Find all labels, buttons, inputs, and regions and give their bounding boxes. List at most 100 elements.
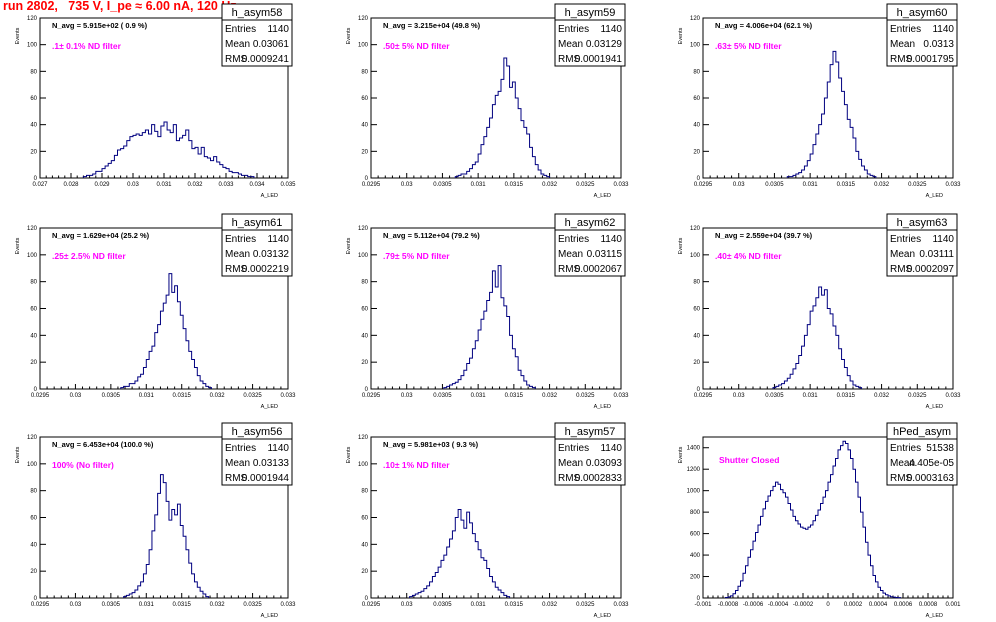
stats-key: RMS <box>890 264 913 275</box>
filter-label: .79± 5% ND filter <box>383 251 450 261</box>
stats-key: Mean <box>890 458 915 469</box>
y-tick-label: 60 <box>30 516 37 522</box>
x-tick-label: 0.032 <box>210 393 226 399</box>
y-axis-title: Events <box>678 446 684 463</box>
x-tick-label: 0.031 <box>803 182 819 188</box>
histogram-line <box>409 508 511 598</box>
stats-value: 0.0002833 <box>575 473 623 484</box>
y-axis-title: Events <box>15 27 21 44</box>
stats-value: 0.0001795 <box>907 54 955 65</box>
y-tick-label: 80 <box>693 69 700 75</box>
y-axis-title: Events <box>678 27 684 44</box>
navg-label: N_avg = 6.453e+04 (100.0 %) <box>52 440 154 449</box>
stats-value: 51538 <box>926 443 954 454</box>
stats-value: 1140 <box>932 24 954 35</box>
y-tick-label: 80 <box>361 489 368 495</box>
stats-value: 0.0001941 <box>575 54 623 65</box>
histogram-line <box>454 57 551 178</box>
x-tick-label: -0.0006 <box>743 602 764 608</box>
x-tick-label: 0.032 <box>542 182 558 188</box>
stats-key: RMS <box>225 264 248 275</box>
histogram-panel-h_asym62: 0.0295 0.03 0.0305 0.031 0.0315 0.032 0.0325 0.… <box>346 213 629 410</box>
stats-value: 4.405e-05 <box>909 458 954 469</box>
x-tick-label: 0.032 <box>187 182 203 188</box>
histogram-panel-hPed_asym: -0.001 -0.0008 -0.0006 -0.0004 -0.0002 0 0.000… <box>678 422 961 619</box>
stats-value: 0.0002097 <box>907 264 955 275</box>
x-axis-title: A_LED <box>926 404 943 410</box>
stats-key: Entries <box>225 24 256 35</box>
stats-value: 1140 <box>267 234 289 245</box>
y-tick-label: 60 <box>361 307 368 313</box>
stats-key: RMS <box>558 264 581 275</box>
y-tick-label: 60 <box>30 307 37 313</box>
stats-title: h_asym56 <box>232 426 283 438</box>
x-tick-label: 0.031 <box>471 393 487 399</box>
x-tick-label: 0.031 <box>471 602 487 608</box>
histogram-panel-h_asym59: 0.0295 0.03 0.0305 0.031 0.0315 0.032 0.0325 0.… <box>346 3 629 199</box>
y-tick-label: 0 <box>365 596 369 602</box>
y-tick-label: 40 <box>30 123 37 129</box>
stats-value: 0.03115 <box>587 249 623 260</box>
stats-key: RMS <box>558 54 581 65</box>
x-axis-title: A_LED <box>594 404 611 410</box>
stats-key: Mean <box>558 458 583 469</box>
y-tick-label: 1400 <box>687 446 701 452</box>
x-tick-label: 0.0325 <box>576 602 595 608</box>
y-tick-label: 20 <box>30 149 37 155</box>
stats-title: h_asym58 <box>232 7 283 19</box>
stats-value: 0.0009241 <box>242 54 290 65</box>
stats-value: 0.0002219 <box>242 264 290 275</box>
stats-key: Entries <box>558 443 589 454</box>
histogram-line <box>786 50 877 178</box>
x-tick-label: 0.03 <box>733 182 745 188</box>
x-tick-label: 0.0004 <box>869 602 888 608</box>
stats-value: 1140 <box>600 234 622 245</box>
x-tick-label: 0.03 <box>401 602 413 608</box>
y-tick-label: 80 <box>361 280 368 286</box>
x-tick-label: 0.03 <box>70 602 82 608</box>
y-tick-label: 200 <box>690 575 701 581</box>
filter-label: .50± 5% ND filter <box>383 41 450 51</box>
stats-key: Mean <box>225 39 250 50</box>
stats-key: RMS <box>225 473 248 484</box>
stats-value: 0.0001944 <box>242 473 290 484</box>
y-tick-label: 40 <box>30 333 37 339</box>
y-tick-label: 80 <box>30 69 37 75</box>
x-tick-label: 0.0325 <box>243 602 262 608</box>
x-tick-label: 0.035 <box>280 182 296 188</box>
x-tick-label: 0.031 <box>156 182 172 188</box>
x-tick-label: 0.033 <box>280 602 296 608</box>
y-tick-label: 20 <box>361 360 368 366</box>
x-tick-label: 0.0325 <box>908 182 927 188</box>
x-axis-title: A_LED <box>261 404 278 410</box>
x-tick-label: 0.0295 <box>694 393 713 399</box>
x-tick-label: -0.001 <box>694 602 712 608</box>
y-tick-label: 120 <box>27 16 38 22</box>
y-tick-label: 60 <box>361 516 368 522</box>
filter-label: .40± 4% ND filter <box>715 251 782 261</box>
x-tick-label: 0.03 <box>733 393 745 399</box>
stats-key: RMS <box>890 54 913 65</box>
stats-title: hPed_asym <box>893 426 951 438</box>
y-tick-label: 60 <box>693 96 700 102</box>
x-tick-label: 0.03 <box>401 393 413 399</box>
y-tick-label: 20 <box>30 569 37 575</box>
navg-label: N_avg = 5.981e+03 ( 9.3 %) <box>383 440 479 449</box>
stats-key: Mean <box>890 249 915 260</box>
x-tick-label: 0 <box>826 602 830 608</box>
navg-label: N_avg = 3.215e+04 (49.8 %) <box>383 21 481 30</box>
stats-key: Entries <box>225 443 256 454</box>
stats-box: h_asym56 Entries 1140 Mean 0.03133 RMS0.00019… <box>221 422 293 486</box>
y-axis-title: Events <box>346 446 352 463</box>
x-tick-label: 0.029 <box>94 182 110 188</box>
stats-value: 0.03132 <box>253 249 290 260</box>
y-tick-label: 100 <box>690 253 701 259</box>
stats-title: h_asym60 <box>897 7 948 19</box>
x-tick-label: 0.001 <box>945 602 961 608</box>
y-tick-label: 60 <box>693 307 700 313</box>
stats-key: Mean <box>558 249 583 260</box>
histogram-line <box>82 121 255 178</box>
y-tick-label: 100 <box>358 253 369 259</box>
histogram-line <box>443 265 536 389</box>
